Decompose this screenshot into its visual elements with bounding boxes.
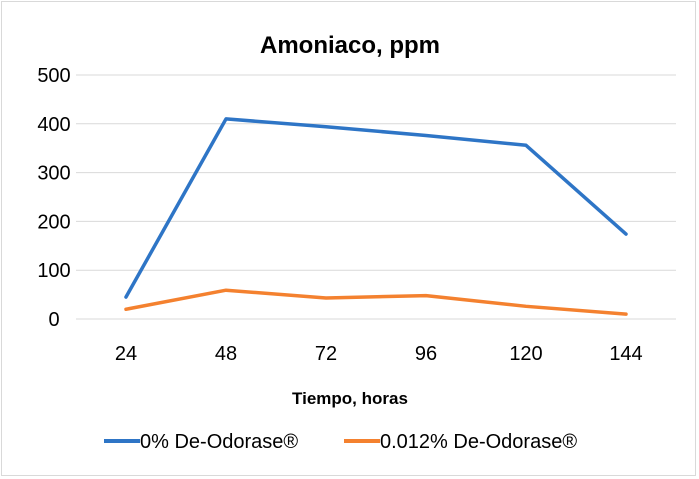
y-tick-label: 300 — [37, 163, 70, 185]
x-axis-title: Tiempo, horas — [292, 389, 408, 408]
x-tick-label: 120 — [509, 343, 542, 365]
series-line-1 — [124, 288, 628, 316]
x-axis-ticks: 24 48 72 96 120 144 — [115, 343, 643, 365]
x-tick-label: 48 — [215, 343, 237, 365]
x-tick-label: 24 — [115, 343, 137, 365]
legend-label: 0% De-Odorase® — [140, 431, 298, 453]
x-tick-label: 96 — [415, 343, 437, 365]
x-tick-label: 144 — [609, 343, 642, 365]
chart-title: Amoniaco, ppm — [260, 32, 440, 59]
x-tick-label: 72 — [315, 343, 337, 365]
y-axis-ticks: 0 100 200 300 400 500 — [37, 65, 70, 331]
legend-label: 0.012% De-Odorase® — [380, 431, 577, 453]
y-tick-label: 0 — [48, 309, 59, 331]
y-tick-label: 200 — [37, 211, 70, 233]
series-line-0 — [124, 117, 628, 299]
gridlines — [76, 74, 676, 320]
series-lines — [124, 117, 628, 316]
y-tick-label: 500 — [37, 65, 70, 87]
legend: 0% De-Odorase® 0.012% De-Odorase® — [104, 431, 577, 453]
y-tick-label: 100 — [37, 260, 70, 282]
y-tick-label: 400 — [37, 114, 70, 136]
